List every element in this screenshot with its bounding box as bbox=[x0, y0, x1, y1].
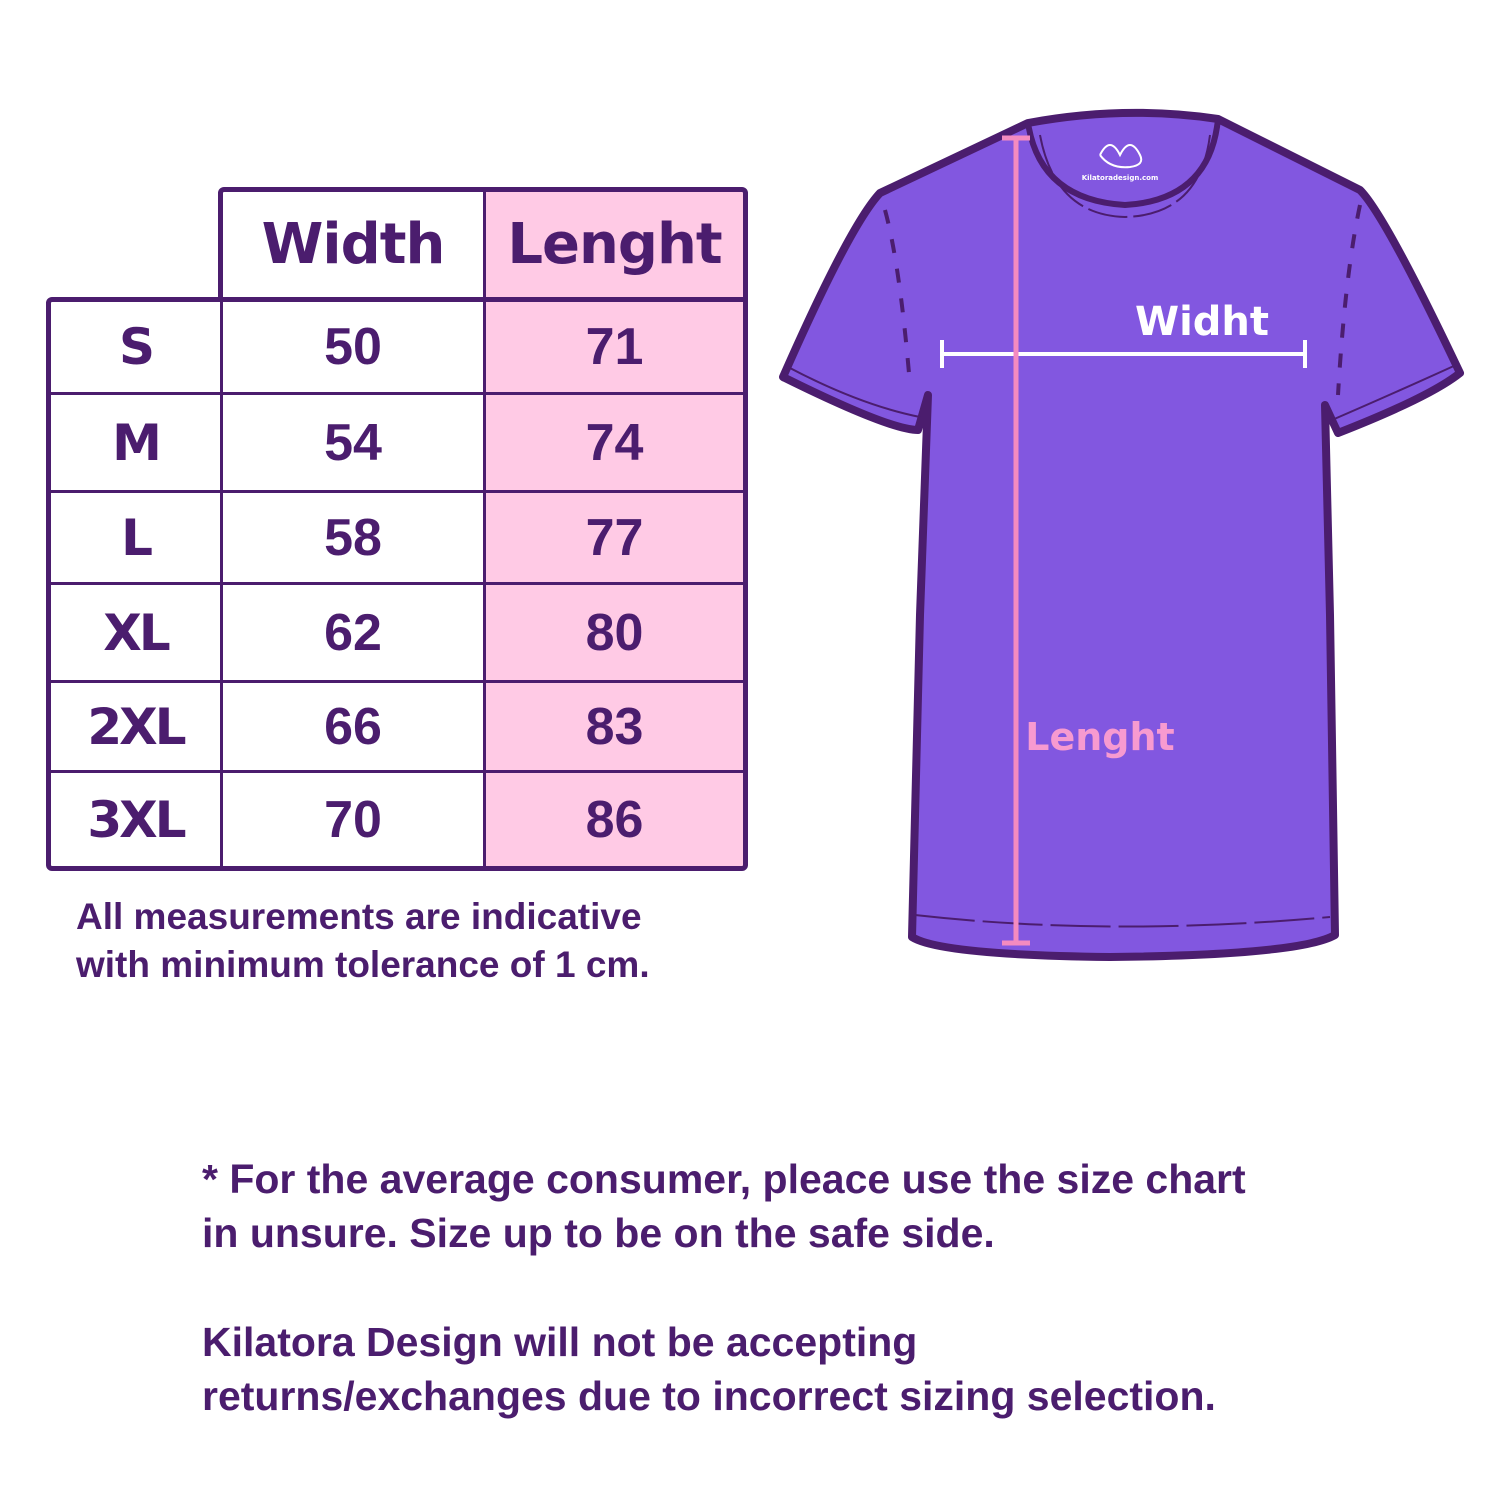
size-label: 3XL bbox=[46, 770, 223, 871]
tolerance-note: All measurements are indicative with min… bbox=[76, 893, 650, 989]
tolerance-line: with minimum tolerance of 1 cm. bbox=[76, 944, 650, 985]
size-label: XL bbox=[46, 582, 223, 683]
returns-note-line: Kilatora Design will not be accepting bbox=[202, 1319, 918, 1365]
length-value: 74 bbox=[483, 392, 748, 493]
length-value: 71 bbox=[483, 297, 748, 395]
brand-logo: Kilatoradesign.com bbox=[1082, 144, 1159, 182]
length-label: Lenght bbox=[1025, 715, 1174, 759]
tshirt-diagram: Widht Lenght Kilatoradesign.com bbox=[779, 108, 1464, 961]
length-value: 77 bbox=[483, 490, 748, 585]
width-label: Widht bbox=[1135, 299, 1269, 345]
width-measure-line bbox=[940, 340, 1307, 368]
width-value: 54 bbox=[220, 392, 486, 493]
width-value: 70 bbox=[220, 770, 486, 871]
returns-note-line: returns/exchanges due to incorrect sizin… bbox=[202, 1373, 1216, 1419]
tolerance-line: All measurements are indicative bbox=[76, 896, 642, 937]
length-value: 86 bbox=[483, 770, 748, 871]
width-value: 66 bbox=[220, 680, 486, 773]
consumer-note-line: in unsure. Size up to be on the safe sid… bbox=[202, 1210, 995, 1256]
length-value: 80 bbox=[483, 582, 748, 683]
size-label: 2XL bbox=[46, 680, 223, 773]
width-value: 58 bbox=[220, 490, 486, 585]
header-length: Lenght bbox=[483, 187, 748, 300]
size-label: M bbox=[46, 392, 223, 493]
header-width: Width bbox=[218, 187, 486, 300]
width-value: 50 bbox=[220, 297, 486, 395]
length-value: 83 bbox=[483, 680, 748, 773]
size-label: L bbox=[46, 490, 223, 585]
returns-note: Kilatora Design will not be accepting re… bbox=[202, 1315, 1216, 1423]
consumer-note-line: * For the average consumer, pleace use t… bbox=[202, 1156, 1246, 1202]
tshirt-body bbox=[779, 108, 1464, 961]
logo-url: Kilatoradesign.com bbox=[1082, 174, 1159, 182]
length-measure-line bbox=[1002, 135, 1030, 946]
size-label: S bbox=[46, 297, 223, 395]
width-value: 62 bbox=[220, 582, 486, 683]
consumer-note: * For the average consumer, pleace use t… bbox=[202, 1152, 1246, 1260]
